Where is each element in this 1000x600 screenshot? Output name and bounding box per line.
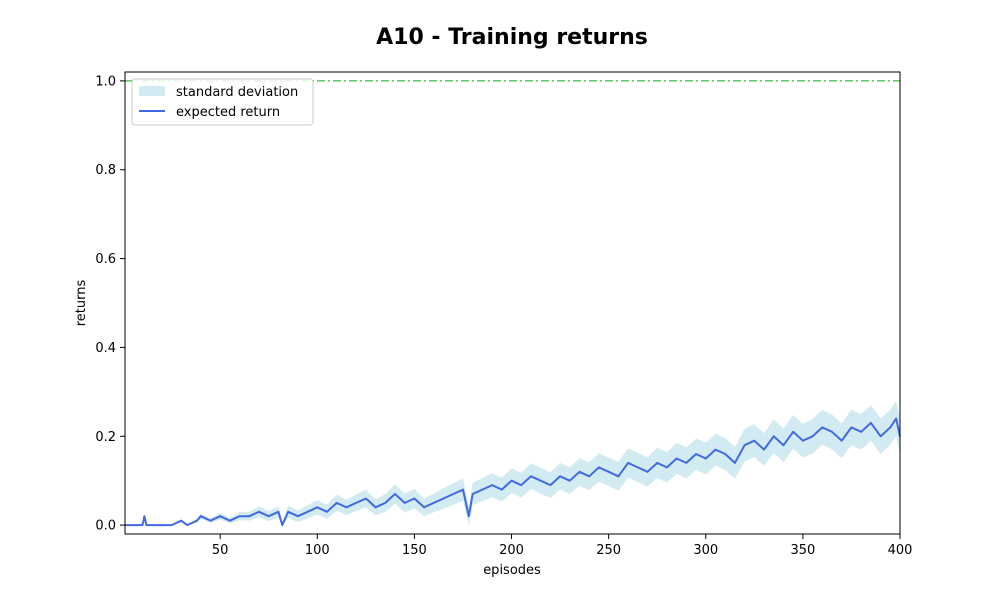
plot-frame — [124, 71, 901, 535]
legend-label-mean: expected return — [176, 105, 280, 120]
y-tick-label: 1.0 — [95, 74, 116, 89]
expected-return-line — [125, 417, 901, 527]
std-deviation-band — [125, 400, 900, 526]
y-axis-label: returns — [74, 280, 89, 327]
y-tick-label: 0.0 — [95, 519, 116, 534]
axes: 50 100 150 200 250 300 350 400 0.0 0.2 0.4 0.6 0.8 1.… — [95, 71, 913, 558]
x-tick-label: 250 — [596, 543, 621, 558]
legend-swatch-std — [139, 86, 165, 96]
x-tick-label: 200 — [499, 543, 524, 558]
plot-area — [125, 80, 901, 527]
y-tick-label: 0.8 — [95, 163, 116, 178]
chart-title: A10 - Training returns — [376, 25, 648, 50]
x-tick-label: 50 — [212, 543, 229, 558]
x-tick-label: 400 — [888, 543, 913, 558]
x-tick-label: 350 — [790, 543, 815, 558]
legend-box — [131, 78, 314, 126]
y-tick-label: 0.6 — [95, 252, 116, 267]
legend: standard deviation expected return — [131, 78, 314, 126]
legend-label-std: standard deviation — [176, 85, 298, 100]
x-tick-label: 150 — [402, 543, 427, 558]
y-tick-label: 0.2 — [95, 430, 116, 445]
x-axis-label: episodes — [483, 563, 541, 578]
y-tick-label: 0.4 — [95, 341, 116, 356]
x-tick-label: 100 — [305, 543, 330, 558]
x-tick-label: 300 — [693, 543, 718, 558]
